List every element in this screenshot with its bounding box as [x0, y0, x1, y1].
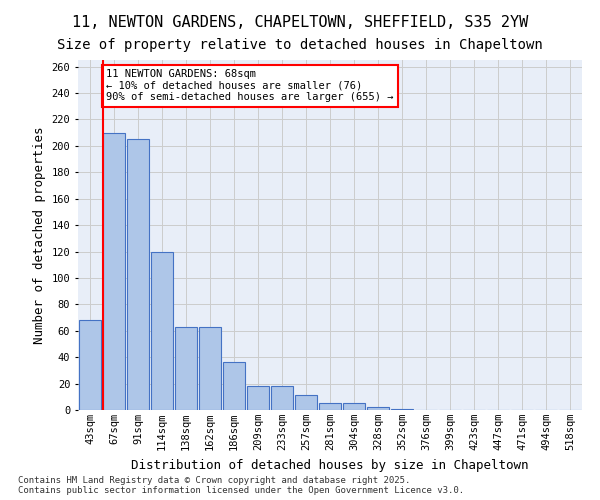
Bar [295, 396, 317, 410]
Bar [343, 404, 365, 410]
Bar [223, 362, 245, 410]
Bar [319, 404, 341, 410]
Text: Size of property relative to detached houses in Chapeltown: Size of property relative to detached ho… [57, 38, 543, 52]
Text: 11 NEWTON GARDENS: 68sqm
← 10% of detached houses are smaller (76)
90% of semi-d: 11 NEWTON GARDENS: 68sqm ← 10% of detach… [106, 69, 394, 102]
Text: 11, NEWTON GARDENS, CHAPELTOWN, SHEFFIELD, S35 2YW: 11, NEWTON GARDENS, CHAPELTOWN, SHEFFIEL… [72, 15, 528, 30]
Text: Contains HM Land Registry data © Crown copyright and database right 2025.
Contai: Contains HM Land Registry data © Crown c… [18, 476, 464, 495]
Bar [391, 408, 413, 410]
Bar [151, 252, 173, 410]
Bar [247, 386, 269, 410]
Bar [199, 327, 221, 410]
X-axis label: Distribution of detached houses by size in Chapeltown: Distribution of detached houses by size … [131, 458, 529, 471]
Y-axis label: Number of detached properties: Number of detached properties [33, 126, 46, 344]
Bar [175, 327, 197, 410]
Bar [367, 408, 389, 410]
Bar [103, 132, 125, 410]
Bar [79, 320, 101, 410]
Bar [271, 386, 293, 410]
Bar [127, 139, 149, 410]
